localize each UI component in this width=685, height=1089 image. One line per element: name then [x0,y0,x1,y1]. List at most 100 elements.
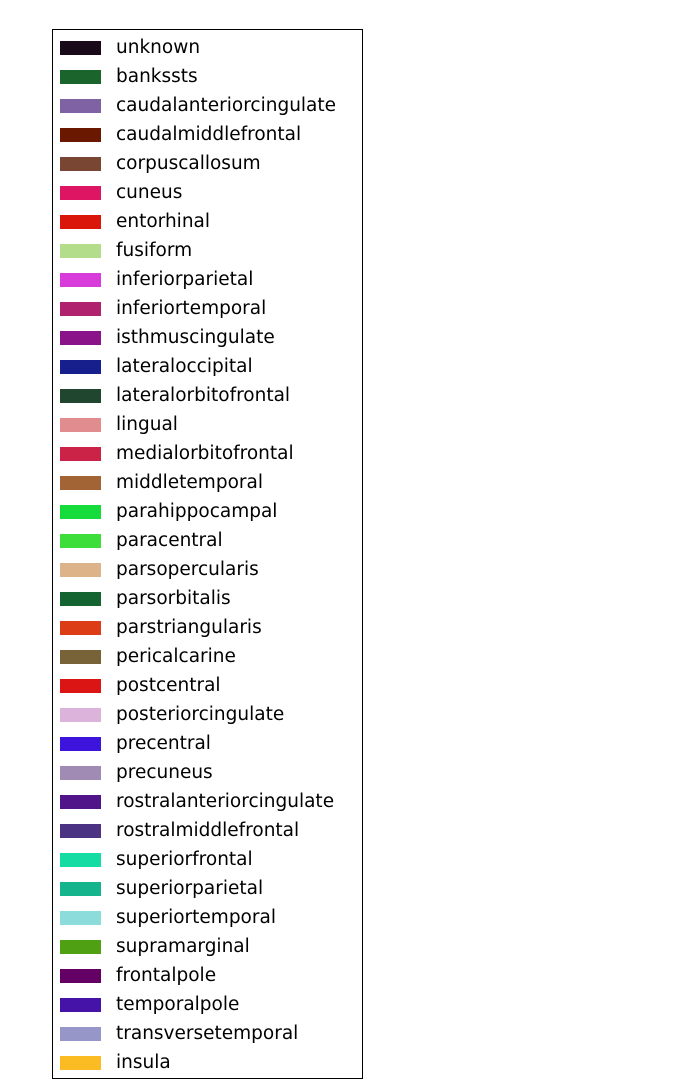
legend-item: transversetemporal [53,1018,362,1047]
legend-swatch [60,418,101,432]
legend-swatch [60,737,101,751]
legend-swatch [60,70,101,84]
legend-swatch [60,244,101,258]
legend-swatch [60,186,101,200]
legend-item: caudalanteriorcingulate [53,90,362,119]
legend-item: inferiorparietal [53,264,362,293]
legend-item: parsopercularis [53,554,362,583]
legend-swatch [60,679,101,693]
legend-label: corpuscallosum [116,153,261,174]
legend-label: insula [116,1052,171,1073]
legend-swatch [60,476,101,490]
legend-label: precentral [116,733,211,754]
legend-item: rostralanteriorcingulate [53,786,362,815]
legend-item: entorhinal [53,206,362,235]
legend-label: bankssts [116,66,198,87]
legend-item: pericalcarine [53,641,362,670]
legend-label: caudalmiddlefrontal [116,124,302,145]
legend-item: insula [53,1047,362,1076]
legend-label: inferiorparietal [116,269,254,290]
legend-label: lingual [116,414,178,435]
legend-item: lingual [53,409,362,438]
legend: unknown bankssts caudalanteriorcingulate ca… [52,29,363,1079]
legend-item: postcentral [53,670,362,699]
legend-item: caudalmiddlefrontal [53,119,362,148]
legend-label: parahippocampal [116,501,278,522]
legend-item: cuneus [53,177,362,206]
legend-swatch [60,824,101,838]
legend-label: medialorbitofrontal [116,443,294,464]
legend-swatch [60,911,101,925]
legend-label: paracentral [116,530,223,551]
legend-swatch [60,99,101,113]
legend-item: fusiform [53,235,362,264]
legend-label: lateraloccipital [116,356,253,377]
legend-swatch [60,563,101,577]
legend-item: corpuscallosum [53,148,362,177]
legend-item: posteriorcingulate [53,699,362,728]
legend-swatch [60,853,101,867]
legend-swatch [60,940,101,954]
legend-swatch [60,331,101,345]
legend-label: frontalpole [116,965,217,986]
legend-swatch [60,447,101,461]
legend-item: precuneus [53,757,362,786]
legend-swatch [60,708,101,722]
legend-label: isthmuscingulate [116,327,275,348]
legend-item: precentral [53,728,362,757]
legend-label: posteriorcingulate [116,704,285,725]
legend-item: temporalpole [53,989,362,1018]
legend-item: isthmuscingulate [53,322,362,351]
legend-label: cuneus [116,182,183,203]
legend-label: precuneus [116,762,213,783]
legend-item: lateralorbitofrontal [53,380,362,409]
legend-label: unknown [116,37,201,58]
legend-item: parahippocampal [53,496,362,525]
legend-swatch [60,360,101,374]
legend-item: parstriangularis [53,612,362,641]
legend-label: entorhinal [116,211,211,232]
legend-label: pericalcarine [116,646,236,667]
legend-label: fusiform [116,240,193,261]
legend-label: caudalanteriorcingulate [116,95,337,116]
legend-item: supramarginal [53,931,362,960]
legend-item: paracentral [53,525,362,554]
legend-label: superiorfrontal [116,849,253,870]
legend-label: rostralmiddlefrontal [116,820,300,841]
legend-swatch [60,128,101,142]
legend-label: parsorbitalis [116,588,231,609]
legend-item: superiortemporal [53,902,362,931]
legend-item: bankssts [53,61,362,90]
legend-swatch [60,998,101,1012]
legend-swatch [60,215,101,229]
legend-swatch [60,766,101,780]
legend-swatch [60,302,101,316]
legend-swatch [60,592,101,606]
legend-item: rostralmiddlefrontal [53,815,362,844]
legend-item: frontalpole [53,960,362,989]
legend-item: inferiortemporal [53,293,362,322]
legend-label: inferiortemporal [116,298,267,319]
legend-swatch [60,273,101,287]
legend-item: superiorparietal [53,873,362,902]
legend-swatch [60,505,101,519]
legend-swatch [60,882,101,896]
legend-label: superiorparietal [116,878,264,899]
legend-label: postcentral [116,675,221,696]
legend-swatch [60,389,101,403]
legend-label: parstriangularis [116,617,262,638]
legend-label: superiortemporal [116,907,276,928]
legend-item: medialorbitofrontal [53,438,362,467]
legend-swatch [60,1056,101,1070]
legend-swatch [60,795,101,809]
legend-swatch [60,969,101,983]
legend-item: superiorfrontal [53,844,362,873]
legend-item: parsorbitalis [53,583,362,612]
legend-swatch [60,621,101,635]
legend-swatch [60,650,101,664]
legend-swatch [60,534,101,548]
legend-label: transversetemporal [116,1023,299,1044]
legend-item: middletemporal [53,467,362,496]
legend-label: temporalpole [116,994,240,1015]
legend-label: parsopercularis [116,559,259,580]
